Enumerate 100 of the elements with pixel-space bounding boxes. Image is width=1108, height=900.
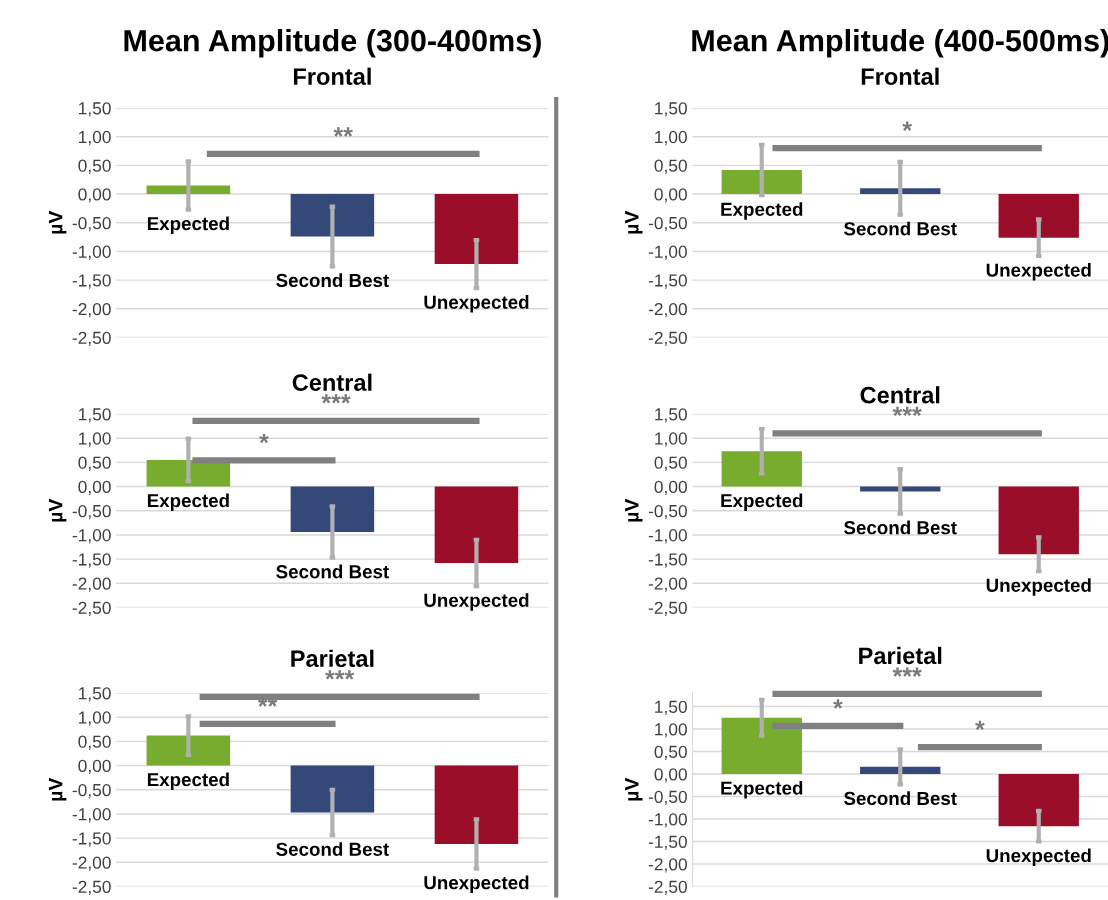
chart-title: Central (860, 386, 940, 404)
y-tick-label: -1,00 (72, 808, 111, 823)
annotation: ** (333, 127, 353, 137)
y-tick-label: -1,50 (72, 832, 111, 847)
text: *** (321, 394, 351, 404)
y-tick-label: 0,50 (654, 745, 687, 761)
data-label: Expected (147, 493, 229, 511)
annotation: * (975, 720, 985, 730)
data-label: Expected (721, 493, 803, 511)
y-tick-label: 0,50 (78, 456, 111, 471)
data-label: Unexpected (424, 593, 529, 611)
y-tick-label: -1,00 (648, 813, 687, 828)
y-tick-label: -1,50 (648, 274, 687, 289)
y-tick-label: -0,50 (648, 790, 687, 806)
data-label: Second Best (844, 791, 957, 806)
y-tick-label: -2,50 (72, 331, 111, 347)
bar (860, 188, 941, 195)
y-tick-label: 1,50 (79, 687, 111, 702)
bar (721, 717, 802, 774)
y-tick-label: 0,50 (78, 159, 111, 174)
annotation: * (833, 699, 843, 709)
chart-title: Central (292, 373, 372, 391)
y-tick-label: -2,00 (648, 577, 687, 592)
y-tick-label: -0,50 (72, 504, 111, 520)
y-tick-label: -2,00 (648, 302, 687, 318)
y-tick-label: 1,00 (655, 723, 687, 738)
y-tick-label: 1,50 (655, 408, 687, 423)
y-tick-label: 1,00 (79, 432, 111, 447)
y-tick-label: -2,00 (72, 577, 111, 592)
data-label: Unexpected (986, 848, 1091, 866)
y-tick-label: 0,00 (78, 480, 111, 496)
y-tick-label: 0,50 (654, 159, 687, 174)
bar (998, 194, 1079, 238)
chart-title: Parietal (859, 646, 942, 665)
y-tick-label: -0,50 (72, 783, 111, 799)
y-tick-label: -2,50 (72, 880, 111, 896)
y-tick-label: 1,00 (79, 711, 111, 726)
y-tick-label: -2,00 (72, 302, 111, 318)
text: *** (325, 670, 355, 680)
y-axis-title: µV (48, 777, 67, 801)
y-axis-title: µV (625, 777, 643, 801)
data-label: Unexpected (986, 262, 1091, 281)
y-tick-label: -0,50 (72, 216, 111, 232)
y-tick-label: 0,00 (654, 188, 687, 203)
y-tick-label: 0,00 (654, 480, 687, 496)
y-tick-label: 0,00 (78, 188, 111, 203)
y-axis-title: µV (625, 210, 643, 234)
y-axis-title: µV (48, 210, 67, 234)
y-tick-label: -0,50 (648, 216, 687, 232)
y-tick-label: -2,00 (648, 858, 687, 873)
data-label: Expected (721, 780, 803, 799)
data-label: Second Best (844, 221, 957, 236)
y-tick-label: -2,50 (72, 601, 111, 617)
bar (998, 774, 1079, 827)
data-label: Unexpected (986, 578, 1091, 596)
data-label: Unexpected (424, 295, 529, 313)
y-tick-label: -0,50 (648, 504, 687, 520)
data-label: Expected (147, 216, 229, 234)
y-tick-label: -1,00 (72, 245, 111, 260)
y-tick-label: 0,00 (78, 759, 111, 775)
y-tick-label: -1,00 (648, 529, 687, 544)
y-tick-label: -1,50 (648, 553, 687, 568)
data-label: Expected (721, 202, 803, 220)
bar (860, 766, 941, 774)
y-tick-label: 1,00 (655, 130, 687, 146)
annotation: * (902, 121, 913, 131)
y-tick-label: 0,50 (78, 735, 111, 750)
y-tick-label: 1,00 (79, 130, 111, 146)
data-label: Expected (147, 772, 229, 790)
text: *** (892, 667, 922, 677)
y-tick-label: 0,00 (654, 768, 687, 783)
chart-subtitle: Frontal (293, 67, 371, 85)
y-axis-title: µV (48, 498, 67, 522)
data-label: Second Best (276, 564, 389, 579)
chart-subtitle: Frontal (861, 67, 939, 85)
y-tick-label: -2,00 (72, 856, 111, 871)
y-tick-label: -2,50 (648, 880, 687, 896)
y-tick-label: 0,50 (654, 456, 687, 471)
chart-title: Parietal (291, 649, 374, 668)
y-tick-label: 1,50 (655, 102, 687, 117)
annotation: * (259, 433, 269, 444)
y-axis-title: µV (625, 498, 643, 522)
data-label: Second Best (276, 273, 389, 288)
y-tick-label: 1,50 (79, 102, 111, 117)
y-tick-label: -1,50 (648, 835, 687, 851)
y-tick-label: -2,50 (648, 601, 687, 617)
chart-title: Mean Amplitude (300-400ms) (124, 29, 541, 58)
y-tick-label: -1,50 (72, 553, 111, 568)
data-label: Second Best (844, 520, 957, 535)
y-tick-label: 1,50 (79, 408, 111, 423)
y-tick-label: -1,00 (72, 529, 111, 544)
annotation: *** (892, 406, 922, 417)
data-label: Second Best (276, 842, 389, 856)
y-tick-label: 1,00 (655, 432, 687, 447)
chart-title: Mean Amplitude (400-500ms) (692, 29, 1108, 58)
data-label: Unexpected (424, 875, 529, 894)
y-tick-label: -1,50 (72, 274, 111, 289)
y-tick-label: -1,00 (648, 245, 687, 260)
y-tick-label: 1,50 (655, 700, 687, 716)
y-tick-label: -2,50 (648, 331, 687, 347)
